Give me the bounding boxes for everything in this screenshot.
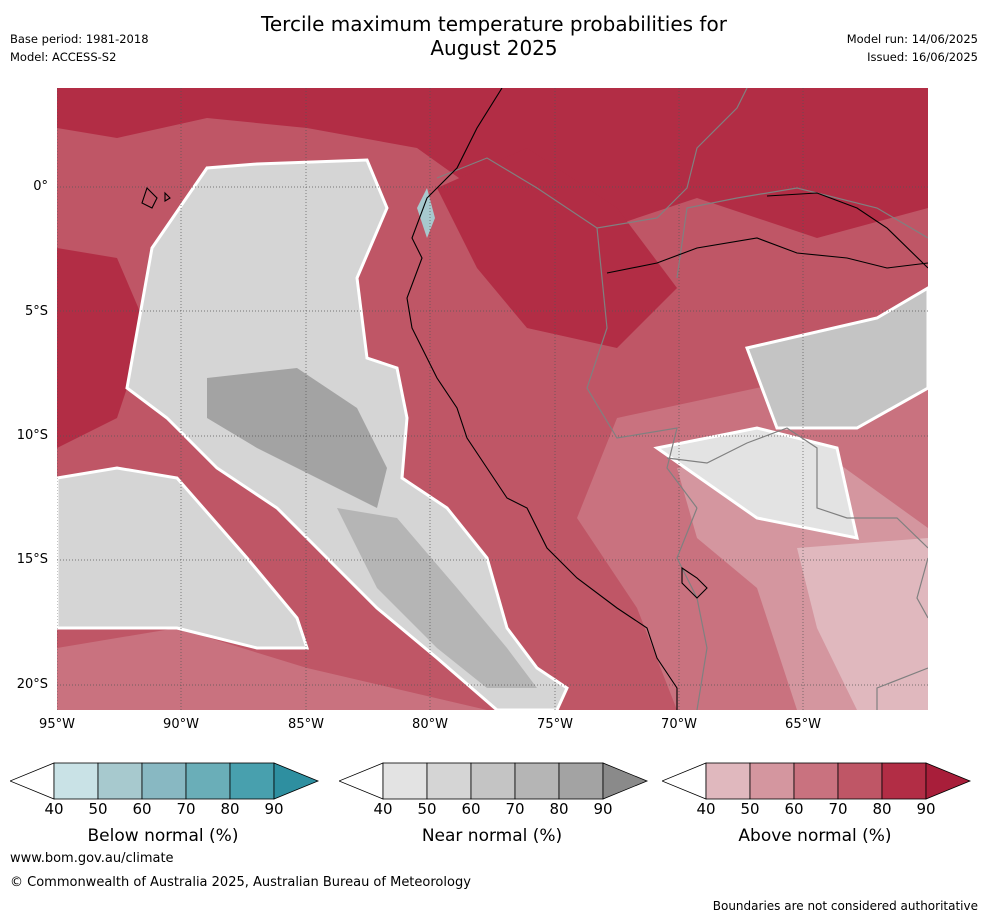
colorbar-near-svg [339,762,649,800]
border-brazil-colombia [676,187,928,279]
colorbar-above-svg [662,762,972,800]
amazon-river [606,237,928,274]
colorbar-bin-5 [558,762,604,800]
above-normal-label: Above normal (%) [738,826,892,846]
gridlines [57,88,928,710]
model-name: Model: ACCESS-S2 [10,50,117,64]
lat-label-0: 0° [33,179,48,194]
above-tick-80: 80 [872,800,892,818]
region-above-40-se [797,538,928,710]
lat-label-15s: 15°S [16,552,48,567]
meta-right: Model run: 14/06/2025 Issued: 16/06/2025 [847,30,978,66]
colorbar-bin-2 [749,762,795,800]
base-period: Base period: 1981-2018 [10,32,149,46]
below-tick-40: 40 [44,800,64,818]
region-near-70 [337,508,537,688]
colorbar-bin-3 [793,762,839,800]
below-tick-70: 70 [176,800,196,818]
copyright-text: © Commonwealth of Australia 2025, Austra… [10,875,471,890]
colorbar-bin-5 [229,762,275,800]
negro-river [766,192,928,269]
below-tick-60: 60 [132,800,152,818]
colorbar-above-normal [662,762,972,800]
near-tick-70: 70 [505,800,525,818]
colorbar-arrow-low [339,762,384,800]
colorbar-arrow-high [925,762,972,800]
colorbar-bin-4 [837,762,883,800]
lon-label-85w: 85°W [288,717,324,732]
border-bolivia-paraguay [876,557,928,710]
lat-label-5s: 5°S [24,304,48,319]
colorbar-bin-3 [141,762,187,800]
meta-left: Base period: 1981-2018 Model: ACCESS-S2 [10,30,149,66]
colorbar-below-svg [10,762,320,800]
lake-titicaca [681,566,708,599]
colorbar-near-normal [339,762,649,800]
galapagos-island-1 [141,186,158,209]
border-bolivia-brazil [666,427,928,549]
below-tick-80: 80 [220,800,240,818]
colorbar-bin-1 [53,762,99,800]
above-tick-90: 90 [916,800,936,818]
near-tick-90: 90 [593,800,613,818]
above-tick-70: 70 [828,800,848,818]
region-near-normal-east [744,286,928,430]
colorbar-bin-3 [470,762,516,800]
model-run: Model run: 14/06/2025 [846,32,978,46]
region-near-normal-sw [57,466,310,650]
region-above-80-north [57,88,928,238]
above-tick-40: 40 [696,800,716,818]
region-above-80-west [57,248,147,448]
near-tick-40: 40 [373,800,393,818]
coastlines [141,88,928,710]
near-tick-50: 50 [417,800,437,818]
region-above-80-andes [437,148,677,348]
colorbar-below-normal [10,762,320,800]
lon-label-65w: 65°W [785,717,821,732]
near-tick-60: 60 [461,800,481,818]
region-near-40-east [653,426,859,540]
boundary-disclaimer: Boundaries are not considered authoritat… [712,899,978,913]
lon-label-95w: 95°W [39,717,75,732]
title-line-1: Tercile maximum temperature probabilitie… [261,12,727,36]
colorbar-arrow-high [602,762,649,800]
colorbar-bin-4 [514,762,560,800]
border-colombia-ecuador-peru [436,88,748,229]
region-near-80 [207,368,387,508]
below-tick-50: 50 [88,800,108,818]
colorbar-bin-1 [382,762,428,800]
galapagos-island-2 [164,191,171,202]
probability-map [57,88,928,710]
lon-label-70w: 70°W [661,717,697,732]
lon-label-75w: 75°W [537,717,573,732]
lat-label-10s: 10°S [16,428,48,443]
website-link[interactable]: www.bom.gov.au/climate [10,851,174,866]
colorbar-bin-1 [705,762,751,800]
colorbar-arrow-low [662,762,707,800]
title-line-2: August 2025 [430,36,558,60]
country-borders [436,88,928,710]
region-below-normal [417,188,435,238]
below-tick-90: 90 [264,800,284,818]
border-peru-brazil [586,227,698,509]
lat-label-20s: 20°S [16,677,48,692]
colorbar-bin-2 [426,762,472,800]
colorbar-arrow-low [10,762,55,800]
colorbar-arrow-high [273,762,320,800]
near-normal-label: Near normal (%) [421,826,563,846]
chart-title: Tercile maximum temperature probabilitie… [0,12,988,60]
near-tick-80: 80 [549,800,569,818]
pacific-coastline [406,88,678,710]
issued-date: Issued: 16/06/2025 [867,50,978,64]
map-svg [57,88,928,710]
colorbar-bin-4 [185,762,231,800]
colorbar-bin-5 [881,762,927,800]
colorbar-bin-2 [97,762,143,800]
lon-label-90w: 90°W [163,717,199,732]
above-tick-50: 50 [740,800,760,818]
above-tick-60: 60 [784,800,804,818]
lon-label-80w: 80°W [412,717,448,732]
region-above-60-south [57,628,487,710]
below-normal-label: Below normal (%) [87,826,239,846]
